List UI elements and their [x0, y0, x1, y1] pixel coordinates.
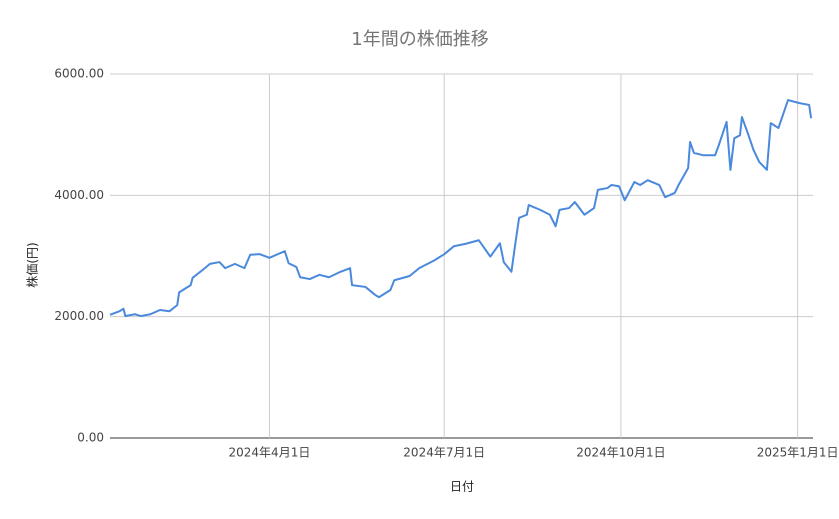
- y-tick-label: 4000.00: [54, 188, 104, 202]
- y-tick-label: 2000.00: [54, 309, 104, 323]
- y-tick-label: 6000.00: [54, 67, 104, 81]
- x-tick-label: 2024年4月1日: [229, 446, 311, 460]
- x-tick-label: 2025年1月1日: [757, 446, 839, 460]
- x-axis-label: 日付: [450, 480, 474, 494]
- x-tick-label: 2024年10月1日: [576, 446, 665, 460]
- y-axis-label: 株価(円): [25, 242, 40, 287]
- chart-title: 1年間の株価推移: [351, 29, 488, 50]
- line-series: [109, 99, 813, 318]
- x-tick-label: 2024年7月1日: [403, 446, 485, 460]
- y-tick-label: 0.00: [77, 431, 104, 445]
